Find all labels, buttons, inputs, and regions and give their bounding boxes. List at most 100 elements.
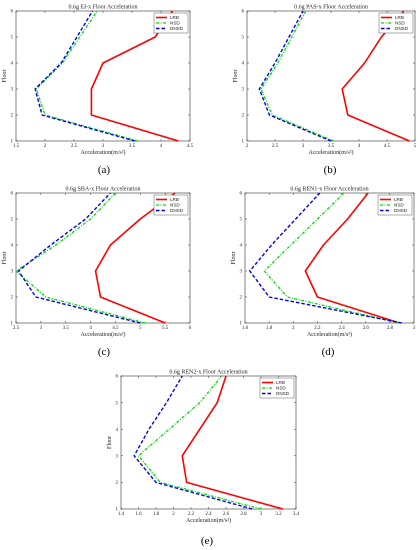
y-tick-label: 5: [116, 401, 119, 406]
y-tick-label: 6: [11, 10, 14, 15]
x-tick-label: 2.4: [205, 512, 212, 517]
y-tick-label: 2: [242, 114, 245, 119]
x-tick-label: 2.6: [223, 512, 230, 517]
x-tick-label: 6: [189, 326, 192, 331]
x-tick-label: 2: [246, 144, 249, 149]
x-tick-label: 2.8: [387, 326, 394, 331]
series-line-nsd: [35, 10, 138, 142]
series-line-nsd: [260, 10, 335, 142]
x-tick-label: 1.8: [266, 326, 273, 331]
legend-label-lrb: LRB: [170, 197, 179, 202]
x-tick-label: 5.5: [162, 326, 169, 331]
x-axis-label: Acceleration(m/s²): [80, 149, 125, 156]
y-axis-label: Floor: [2, 251, 8, 264]
chart-panel-4: 0.6g REN1-x Floor Acceleration 1.6 1.8 2 2.2…: [231, 187, 416, 359]
y-tick-label: 5: [240, 218, 243, 223]
x-tick-label: 3: [413, 326, 416, 331]
legend-label-lrb: LRB: [395, 15, 404, 20]
legend-label-dnsd: DNSD: [394, 208, 408, 213]
x-tick-label: 2.5: [272, 144, 279, 149]
y-axis-label: Floor: [2, 69, 8, 82]
y-tick-label: 4: [11, 62, 14, 67]
chart-title: 0.6g REN1-x Floor Acceleration: [290, 187, 368, 193]
x-axis-label: Acceleration(m/s²): [80, 331, 125, 338]
y-tick-label: 2: [11, 296, 14, 301]
x-axis-label: Acceleration(m/s²): [307, 331, 352, 338]
series-line-dnsd: [258, 10, 332, 142]
legend-label-nsd: NSD: [170, 21, 180, 26]
x-tick-label: 1.6: [135, 512, 142, 517]
figure-caption: (d): [322, 346, 335, 358]
legend-label-dnsd: DNSD: [170, 26, 184, 31]
chart-panel-3: 0.6g SBA-x Floor Acceleration 2.5 3 3.5 4 4.5…: [2, 187, 192, 359]
figure-caption: (e): [201, 535, 214, 547]
y-tick-label: 3: [240, 270, 243, 275]
series-line-dnsd: [133, 375, 253, 510]
x-tick-label: 3.5: [328, 144, 335, 149]
legend-label-nsd: NSD: [276, 386, 286, 391]
y-tick-label: 1: [11, 140, 14, 145]
series-line-nsd: [263, 192, 400, 324]
y-tick-label: 2: [116, 481, 119, 486]
x-tick-label: 1.6: [242, 326, 249, 331]
series-line-lrb: [181, 375, 284, 510]
chart-title: 0.6g PAS-x Floor Acceleration: [294, 5, 368, 11]
x-tick-label: 3: [40, 326, 43, 331]
x-tick-label: 2.2: [314, 326, 321, 331]
y-tick-label: 4: [116, 428, 119, 433]
legend-label-nsd: NSD: [170, 203, 180, 208]
x-tick-label: 2: [172, 512, 175, 517]
x-tick-label: 4.5: [384, 144, 391, 149]
x-tick-label: 2.4: [338, 326, 345, 331]
chart-panel-5: 0.6g REN2-x Floor Acceleration 1.4 1.6 1.8 2…: [107, 370, 300, 548]
legend-label-nsd: NSD: [395, 21, 405, 26]
figure-caption: (c): [98, 346, 111, 358]
x-tick-label: 2.2: [188, 512, 195, 517]
legend-label-dnsd: DNSD: [170, 208, 184, 213]
plot-frame: [15, 192, 191, 324]
chart-title: 0.6g SBA-x Floor Acceleration: [66, 187, 141, 193]
y-axis-label: Floor: [107, 436, 113, 449]
x-tick-label: 4.5: [187, 144, 194, 149]
y-tick-label: 3: [11, 270, 14, 275]
x-tick-label: 1.8: [153, 512, 160, 517]
x-tick-label: 2.5: [71, 144, 78, 149]
series-line-dnsd: [249, 192, 403, 324]
y-tick-label: 5: [242, 36, 245, 41]
y-tick-label: 6: [240, 192, 243, 197]
y-tick-label: 1: [240, 322, 243, 327]
series-line-dnsd: [17, 192, 141, 324]
x-tick-label: 3.5: [63, 326, 70, 331]
series-line-lrb: [94, 192, 176, 324]
series-line-lrb: [304, 192, 400, 324]
x-tick-label: 2: [292, 326, 295, 331]
y-tick-label: 6: [116, 375, 119, 380]
chart-panel-2: 0.6g PAS-x Floor Acceleration 2 2.5 3 3.5 4 4.…: [233, 5, 417, 177]
y-tick-label: 5: [11, 36, 14, 41]
figure-caption: (a): [98, 164, 111, 176]
y-tick-label: 4: [242, 62, 245, 67]
x-tick-label: 3: [102, 144, 105, 149]
x-tick-label: 2.8: [240, 512, 247, 517]
y-tick-label: 4: [240, 244, 243, 249]
y-axis-label: Floor: [231, 251, 237, 264]
y-tick-label: 3: [116, 455, 119, 460]
series-line-nsd: [15, 192, 146, 324]
y-tick-label: 6: [11, 192, 14, 197]
x-tick-label: 3: [302, 144, 305, 149]
plot-frame: [244, 192, 415, 324]
x-tick-label: 1.4: [118, 512, 125, 517]
figure-caption: (b): [324, 164, 337, 176]
x-tick-label: 3.2: [275, 512, 282, 517]
x-tick-label: 3: [260, 512, 263, 517]
x-tick-label: 4: [358, 144, 361, 149]
x-tick-label: 3.5: [129, 144, 136, 149]
x-tick-label: 4: [89, 326, 92, 331]
y-tick-label: 4: [11, 244, 14, 249]
x-tick-label: 5: [139, 326, 142, 331]
legend-label-dnsd: DNSD: [395, 26, 409, 31]
legend-label-nsd: NSD: [394, 203, 404, 208]
x-tick-label: 4: [160, 144, 163, 149]
x-tick-label: 4.5: [112, 326, 119, 331]
